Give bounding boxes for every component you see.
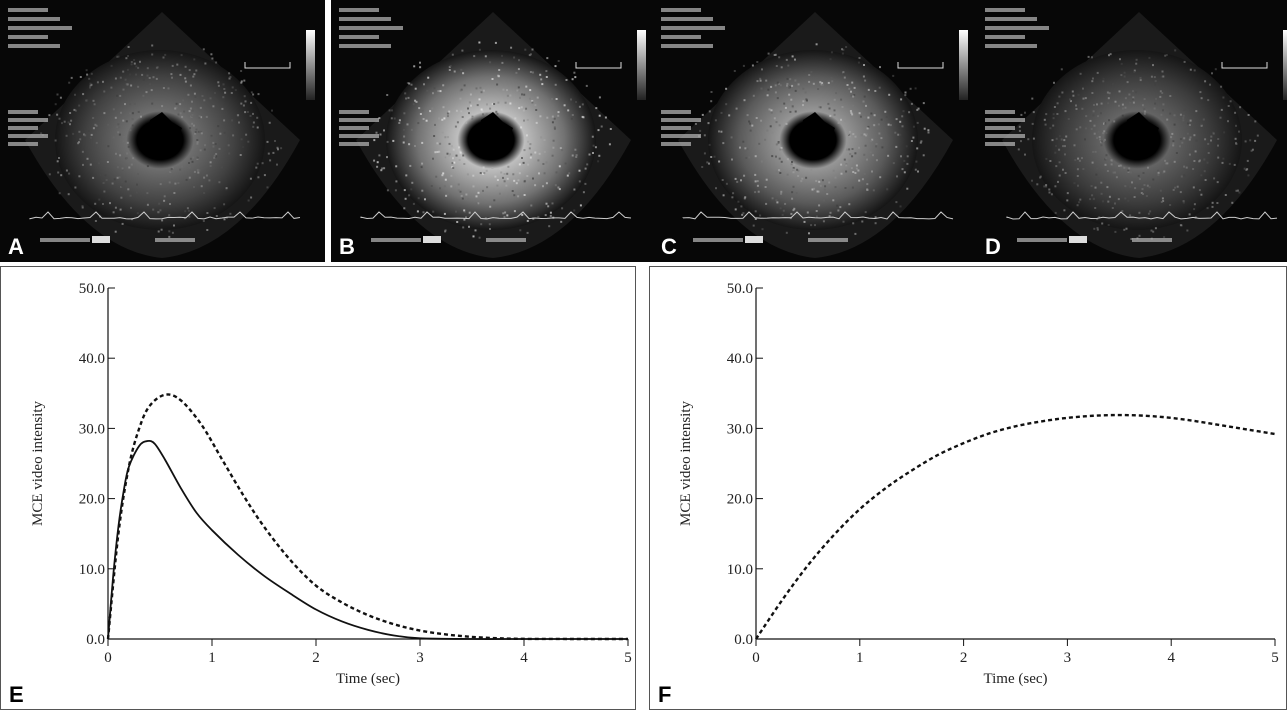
chart-e-x-axis-label: Time (sec) [336,671,400,687]
chart-e-x-tick-label: 0 [104,650,112,666]
chart-f-x-axis-label: Time (sec) [983,671,1047,687]
echo-panel-letter: C [661,234,677,259]
chart-e-y-axis-label: MCE video intensity [30,401,46,526]
chart-f-x-tick-label: 4 [1167,650,1175,666]
echo-panel-d: D [977,0,1287,262]
chart-e-x-tick-label: 1 [208,650,216,666]
chart-panel-e: 0.0 10.0 20.0 30.0 40.0 50.0 0 1 2 3 4 5 Time (sec) M… [0,266,636,710]
chart-f-letter: F [658,682,672,707]
chart-e-x-tick-label: 2 [312,650,320,666]
echo-image [339,8,646,258]
chart-f-y-tick-label: 20.0 [727,492,753,508]
echo-panel-b: B [331,0,656,262]
chart-e-series-dashed-line [106,393,629,641]
chart-f-x-tick-label: 5 [1271,650,1279,666]
chart-e-y-tick-label: 10.0 [79,562,105,578]
chart-panel-f: 0.0 10.0 20.0 30.0 40.0 50.0 0 1 2 3 4 5 Time (sec) M… [649,266,1287,710]
chart-f-x-tick-label: 2 [960,650,968,666]
chart-f-x-tick-label: 3 [1064,650,1072,666]
chart-f-y-tick-label: 50.0 [727,281,753,297]
echo-panel-letter: B [339,234,355,259]
chart-f-x-tick-label: 0 [752,650,760,666]
echo-panel-c: C [653,0,978,262]
chart-f-y-tick-label: 30.0 [727,421,753,437]
chart-f-y-tick-label: 0.0 [734,632,753,648]
chart-f-svg: 0.0 10.0 20.0 30.0 40.0 50.0 0 1 2 3 4 5 Time (sec) M… [678,281,1279,687]
echo-panel-letter: D [985,234,1001,259]
chart-f-series-dashed-line [755,413,1276,640]
chart-e-y-tick-label: 50.0 [79,281,105,297]
chart-e-x-tick-label: 4 [520,650,528,666]
chart-e-series-solid-line [107,439,628,640]
chart-e-x-tick-label: 3 [416,650,424,666]
echo-panel-letter: A [8,234,24,259]
chart-e-svg: 0.0 10.0 20.0 30.0 40.0 50.0 0 1 2 3 4 5 Time (sec) M… [30,281,632,687]
chart-e-y-tick-label: 40.0 [79,351,105,367]
chart-e-y-tick-label: 20.0 [79,492,105,508]
chart-e-y-tick-label: 0.0 [86,632,105,648]
echo-panel-a: A [0,0,325,262]
chart-e-y-tick-label: 30.0 [79,421,105,437]
chart-f-y-tick-label: 40.0 [727,351,753,367]
echo-image [8,8,315,258]
chart-e-letter: E [9,682,24,707]
chart-f-y-axis-label: MCE video intensity [678,401,694,526]
chart-e-x-tick-label: 5 [624,650,632,666]
chart-f-x-tick-label: 1 [856,650,864,666]
echo-image [661,8,968,258]
chart-f-y-tick-label: 10.0 [727,562,753,578]
echo-image [985,8,1287,258]
